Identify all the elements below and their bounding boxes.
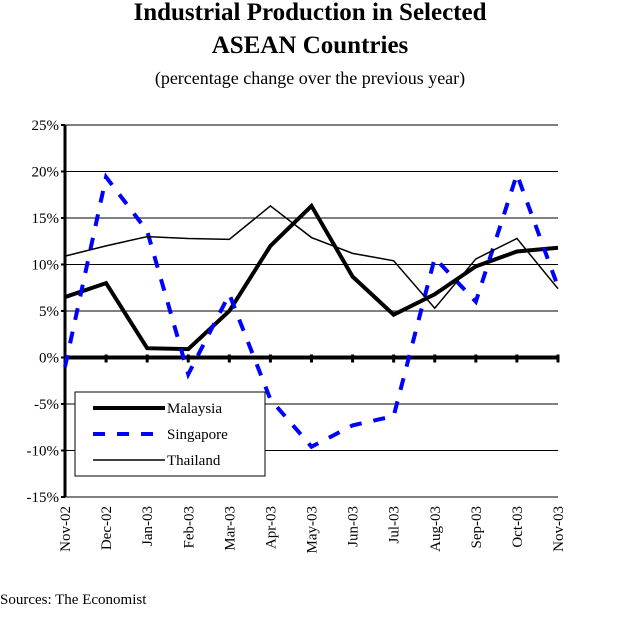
y-tick-label: 25% [32,118,60,134]
y-tick-label: 5% [39,304,59,320]
x-tick-label: Oct-03 [510,506,526,548]
x-tick-label: Mar-03 [222,506,238,551]
x-tick-label: Aug-03 [428,506,444,552]
y-tick-label: -5% [34,397,59,413]
x-tick-label: Nov-02 [58,506,74,552]
x-tick-label: Jul-03 [387,506,403,544]
chart-title: ASEAN Countries [212,32,409,59]
y-tick-label: 15% [32,211,60,227]
x-tick-label: Jun-03 [346,506,362,547]
y-tick-label: -15% [27,490,60,506]
chart-subtitle: (percentage change over the previous yea… [155,68,465,89]
y-tick-label: 10% [32,258,60,274]
x-tick-label: May-03 [305,506,321,554]
x-tick-label: Sep-03 [469,506,485,549]
y-tick-label: 20% [32,165,60,181]
series-line [63,168,560,450]
legend-box [74,391,266,477]
series-line [64,204,559,310]
y-tick-label: 0% [39,351,59,367]
source-note: Sources: The Economist [0,592,147,608]
x-tick-label: Apr-03 [263,506,279,549]
legend-label: Thailand [167,453,221,469]
x-tick-label: Dec-02 [99,506,115,550]
series-line [64,202,559,352]
x-tick-label: Jan-03 [140,506,156,546]
legend-label: Malaysia [167,401,222,417]
x-tick-label: Feb-03 [181,506,197,549]
x-tick-label: Nov-03 [551,506,567,552]
legend-label: Singapore [167,427,228,443]
chart-title: Industrial Production in Selected [133,0,486,26]
y-tick-label: -10% [27,444,60,460]
